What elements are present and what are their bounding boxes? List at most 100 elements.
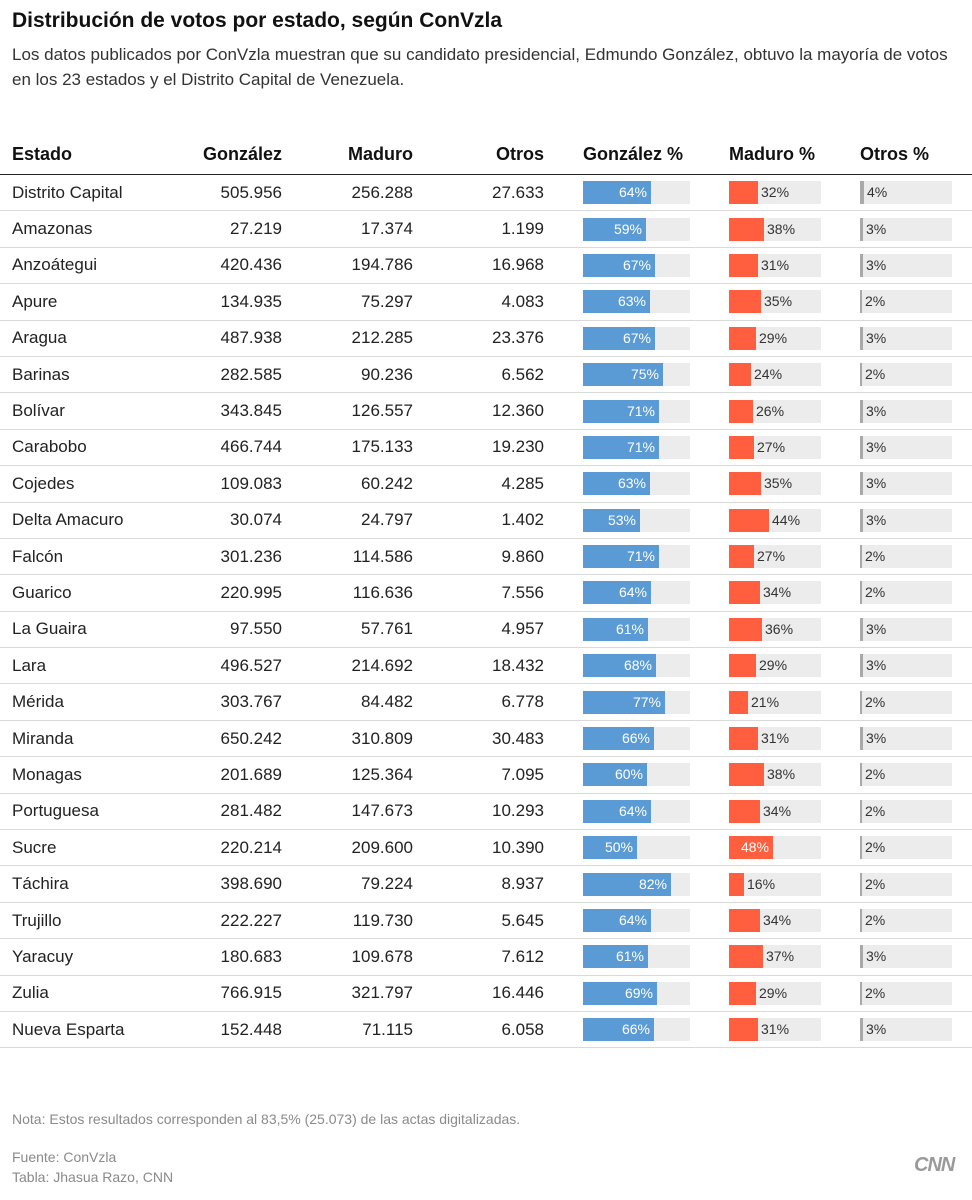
otros-data-label: 2% [865,548,886,565]
maduro-data-label: 16% [747,875,776,892]
gonzalez-bar [583,981,657,1005]
state-cell: Amazonas [0,210,168,248]
maduro-bar-track: 27% [729,545,821,569]
gonzalez-pct-cell: 64% [544,902,729,940]
maduro-bar-track: 31% [729,253,821,277]
gonzalez-pct-cell: 64% [544,174,729,212]
state-cell: Barinas [0,356,168,394]
state-cell: Yaracuy [0,938,168,976]
gonzalez-votes-cell: 220.214 [168,829,282,867]
maduro-bar-track: 26% [729,399,821,423]
gonzalez-data-label: 64% [618,912,647,928]
gonzalez-votes-cell: 222.227 [168,902,282,940]
otros-votes-cell: 4.083 [413,283,544,321]
maduro-data-label: 29% [759,329,788,346]
gonzalez-data-label: 71% [626,438,655,455]
gonzalez-pct-cell: 75% [544,356,729,394]
gonzalez-bar [583,399,659,423]
otros-pct-cell: 3% [860,938,972,976]
maduro-bar-track: 16% [729,872,821,896]
state-name: Carabobo [12,437,87,457]
state-cell: Monagas [0,756,168,794]
table-body: Distrito Capital 505.956 256.288 27.633 64% 3… [0,174,972,1049]
gonzalez-votes-cell: 303.767 [168,683,282,721]
maduro-votes-cell: 310.809 [282,720,413,758]
gonzalez-data-label: 64% [618,802,647,819]
credit-text: Tabla: Jhasua Razo, CNN [12,1169,174,1185]
otros-data-label: 2% [865,875,886,892]
otros-votes-cell: 1.199 [413,210,544,248]
otros-pct-cell: 3% [860,465,972,503]
state-name: Monagas [12,764,82,784]
footnote: Nota: Estos resultados corresponden al 8… [12,1111,521,1127]
otros-pct-cell: 3% [860,210,972,248]
maduro-data-label: 27% [757,548,786,565]
otros-pct-cell: 2% [860,538,972,576]
maduro-pct-cell: 38% [729,756,860,794]
table-row: La Guaira 97.550 57.761 4.957 61% 36% 3% [0,611,972,649]
maduro-bar-track: 48% [729,836,821,860]
otros-votes-cell: 4.957 [413,611,544,649]
otros-pct-cell: 3% [860,320,972,357]
gonzalez-data-label: 67% [622,329,651,346]
maduro-bar [729,399,753,423]
source-text: Fuente: ConVzla [12,1149,117,1165]
gonzalez-votes-cell: 466.744 [168,429,282,467]
maduro-pct-cell: 29% [729,975,860,1012]
gonzalez-votes-cell: 301.236 [168,538,282,576]
gonzalez-data-label: 66% [621,730,650,747]
table-row: Táchira 398.690 79.224 8.937 82% 16% 2% [0,865,972,903]
gonzalez-pct-cell: 60% [544,756,729,794]
maduro-pct-cell: 31% [729,1011,860,1049]
gonzalez-data-label: 63% [617,475,646,492]
otros-data-label: 3% [866,948,887,965]
maduro-bar-track: 21% [729,690,821,714]
otros-bar [860,836,862,860]
state-name: Amazonas [12,219,93,239]
maduro-pct-cell: 37% [729,938,860,976]
gonzalez-votes-cell: 496.527 [168,647,282,685]
otros-bar-track: 2% [860,909,952,932]
otros-data-label: 2% [865,693,886,710]
gonzalez-data-label: 53% [607,511,636,528]
gonzalez-votes-cell: 180.683 [168,938,282,976]
table-row: Anzoátegui 420.436 194.786 16.968 67% 31% 3% [0,247,972,285]
state-cell: Trujillo [0,902,168,940]
otros-bar [860,435,863,459]
otros-votes-cell: 16.968 [413,247,544,285]
header-otros-pct: Otros % [860,134,972,175]
gonzalez-bar-track: 66% [583,1018,690,1042]
otros-votes-cell: 12.360 [413,392,544,430]
gonzalez-pct-cell: 71% [544,538,729,576]
otros-pct-cell: 2% [860,756,972,794]
maduro-pct-cell: 27% [729,429,860,467]
otros-pct-cell: 2% [860,574,972,612]
otros-bar [860,253,863,277]
gonzalez-bar-track: 75% [583,363,690,387]
state-cell: Táchira [0,865,168,903]
maduro-votes-cell: 256.288 [282,174,413,212]
otros-pct-cell: 2% [860,793,972,831]
maduro-pct-cell: 38% [729,210,860,248]
maduro-data-label: 37% [766,948,795,965]
otros-votes-cell: 6.778 [413,683,544,721]
gonzalez-data-label: 61% [615,620,644,637]
gonzalez-pct-cell: 71% [544,429,729,467]
state-name: Delta Amacuro [12,510,124,530]
maduro-votes-cell: 194.786 [282,247,413,285]
maduro-bar-track: 29% [729,654,821,678]
maduro-votes-cell: 60.242 [282,465,413,503]
otros-data-label: 3% [866,475,887,492]
gonzalez-bar [583,508,640,532]
maduro-bar [729,872,744,896]
gonzalez-data-label: 64% [618,584,647,601]
gonzalez-data-label: 71% [626,402,655,419]
table-row: Lara 496.527 214.692 18.432 68% 29% 3% [0,647,972,685]
state-cell: Lara [0,647,168,685]
maduro-data-label: 35% [764,293,793,310]
otros-bar [860,1018,863,1042]
maduro-data-label: 27% [757,438,786,455]
otros-bar [860,290,862,314]
maduro-data-label: 34% [763,584,792,601]
maduro-pct-cell: 34% [729,793,860,831]
